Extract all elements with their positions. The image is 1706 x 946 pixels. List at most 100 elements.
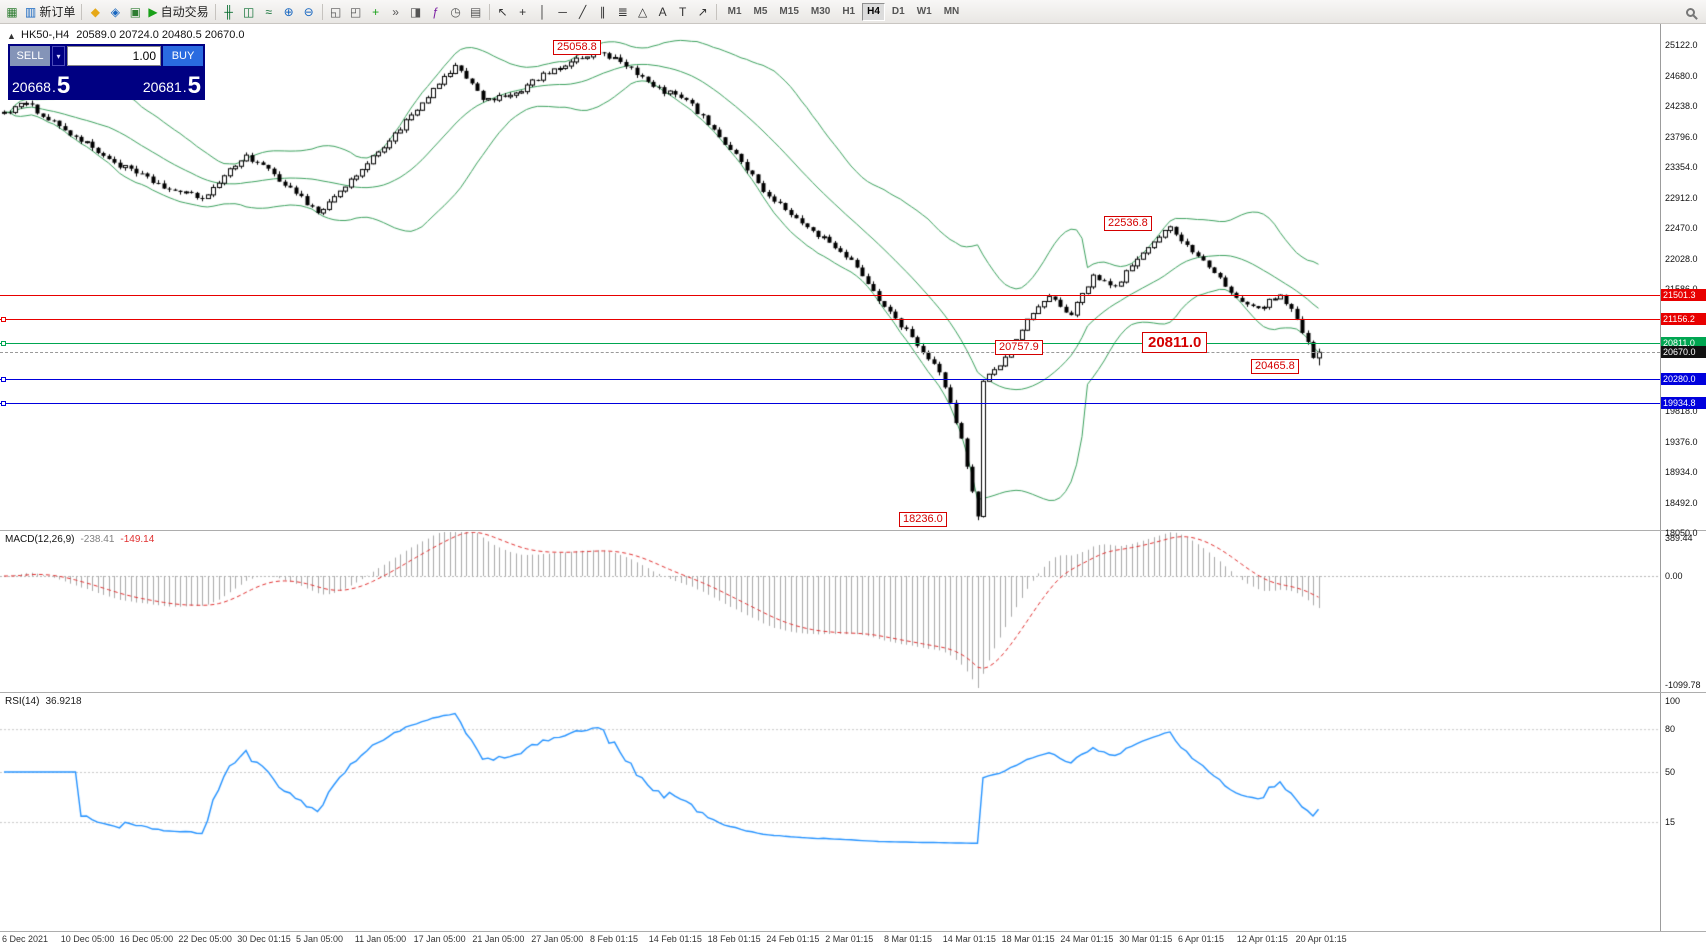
time-axis-label: 8 Mar 01:15 bbox=[884, 934, 933, 944]
horizontal-line-20670[interactable] bbox=[0, 352, 1660, 354]
timeframe-m30-button[interactable]: M30 bbox=[810, 5, 831, 17]
new-order-button[interactable]: ▥ 新订单 bbox=[22, 2, 78, 22]
search-button[interactable] bbox=[1680, 4, 1700, 20]
autotrading-button-label: 自动交易 bbox=[160, 5, 209, 19]
arrow-tool[interactable]: ↗ bbox=[693, 2, 713, 22]
price-label-22536.8[interactable]: 22536.8 bbox=[1104, 216, 1152, 231]
horizontal-line-21156.2[interactable] bbox=[0, 316, 1660, 322]
sell-button[interactable]: SELL bbox=[10, 46, 50, 66]
sell-price-dot: . bbox=[51, 79, 56, 95]
indicators-button[interactable]: ƒ bbox=[426, 2, 446, 22]
timeframe-mn-button[interactable]: MN bbox=[943, 5, 960, 17]
rsi-axis-label: 100 bbox=[1665, 696, 1681, 706]
timeframe-h1-button[interactable]: H1 bbox=[842, 5, 856, 17]
chart-symbol-label: HK50-,H4 bbox=[21, 29, 70, 41]
macd-title-label: MACD(12,26,9) bbox=[5, 534, 75, 545]
text-tool-glyph: A bbox=[658, 4, 667, 19]
zoom-in-button[interactable]: ⊕ bbox=[279, 2, 299, 22]
volume-dropdown-button[interactable]: ▾ bbox=[52, 46, 65, 66]
horizontal-line-21501.3[interactable] bbox=[0, 295, 1660, 296]
price-axis-tag-20280.0: 20280.0 bbox=[1661, 373, 1706, 386]
macd-axis-label: -1099.78 bbox=[1665, 680, 1701, 690]
fibonacci-tool-glyph: ≣ bbox=[617, 4, 628, 19]
candlestick-button[interactable]: ◫ bbox=[239, 2, 259, 22]
chart-shift-button-glyph: ◨ bbox=[409, 4, 422, 19]
time-axis-label: 6 Apr 01:15 bbox=[1178, 934, 1225, 944]
crosshair-tool[interactable]: + bbox=[513, 2, 533, 22]
navigator-icon[interactable]: ◈ bbox=[105, 2, 125, 22]
fibonacci-tool[interactable]: ≣ bbox=[613, 2, 633, 22]
cursor-tool[interactable]: ↖ bbox=[493, 2, 513, 22]
timeframe-m15-button[interactable]: M15 bbox=[779, 5, 799, 17]
line-anchor-marker[interactable] bbox=[1, 401, 6, 407]
auto-scroll-button[interactable]: » bbox=[386, 2, 406, 22]
price-axis-label: 18492.0 bbox=[1665, 497, 1698, 508]
cascade-windows-button[interactable]: ◰ bbox=[346, 2, 366, 22]
channel-tool[interactable]: ∥ bbox=[593, 2, 613, 22]
horizontal-line-20811[interactable] bbox=[0, 340, 1660, 346]
toolbar-group: ◱ ◰ + » ◨ ƒ ◷ ▤ bbox=[326, 2, 486, 22]
chart-window-icon[interactable]: ▦ bbox=[2, 2, 22, 22]
toolbar-separator bbox=[488, 3, 490, 20]
time-axis-label: 5 Jan 05:00 bbox=[296, 934, 344, 944]
buy-price-display[interactable]: 20681 . 5 bbox=[143, 74, 201, 98]
timeframe-m5-button[interactable]: M5 bbox=[753, 5, 768, 17]
volume-input[interactable] bbox=[67, 46, 161, 66]
text-tool[interactable]: A bbox=[653, 2, 673, 22]
label-tool[interactable]: T bbox=[673, 2, 693, 22]
timeframe-d1-button[interactable]: D1 bbox=[891, 5, 905, 17]
rsi-panel-separator[interactable] bbox=[0, 692, 1706, 693]
timeframe-w1-button[interactable]: W1 bbox=[916, 5, 932, 17]
sell-price-pip: 5 bbox=[56, 72, 71, 99]
price-axis-label: 18050.0 bbox=[1665, 528, 1698, 539]
price-label-20465.8[interactable]: 20465.8 bbox=[1251, 359, 1299, 374]
bar-chart-button[interactable]: ╫ bbox=[219, 2, 239, 22]
horizontal-line-19934.8[interactable] bbox=[0, 401, 1660, 407]
market-watch-icon[interactable]: ◆ bbox=[85, 2, 105, 22]
buy-button[interactable]: BUY bbox=[163, 46, 203, 66]
line-chart-button[interactable]: ≈ bbox=[259, 2, 279, 22]
autotrading-button[interactable]: ▶ 自动交易 bbox=[145, 2, 211, 22]
line-anchor-marker[interactable] bbox=[1, 316, 6, 322]
cascade-windows-button-glyph: ◰ bbox=[349, 4, 362, 19]
horizontal-line-tool[interactable]: ─ bbox=[553, 2, 573, 22]
price-label-25058.8[interactable]: 25058.8 bbox=[553, 40, 601, 55]
price-label-20811.0[interactable]: 20811.0 bbox=[1142, 332, 1208, 353]
vertical-line-tool[interactable]: │ bbox=[533, 2, 553, 22]
price-axis-label: 19818.0 bbox=[1665, 406, 1698, 417]
terminal-icon[interactable]: ▣ bbox=[125, 2, 145, 22]
price-label-18236.0[interactable]: 18236.0 bbox=[899, 512, 947, 527]
one-click-trading-widget: SELL ▾ BUY 20668 . 5 20681 . 5 bbox=[8, 44, 205, 100]
time-axis-label: 18 Mar 01:15 bbox=[1001, 934, 1055, 944]
toolbar-group: ↖ + │ ─ ╱ ∥ ≣ △ A T ↗ bbox=[493, 2, 713, 22]
price-axis-tag-21501.3: 21501.3 bbox=[1661, 289, 1706, 301]
price-axis-tag-19934.8: 19934.8 bbox=[1661, 397, 1706, 410]
chart-shift-button[interactable]: ◨ bbox=[406, 2, 426, 22]
zoom-out-button[interactable]: ⊖ bbox=[299, 2, 319, 22]
time-axis-label: 17 Jan 05:00 bbox=[413, 934, 466, 944]
tile-windows-button[interactable]: ◱ bbox=[326, 2, 346, 22]
horizontal-line-20280[interactable] bbox=[0, 377, 1660, 383]
search-icon bbox=[1685, 7, 1695, 17]
periods-button[interactable]: ◷ bbox=[446, 2, 466, 22]
time-axis-separator bbox=[0, 931, 1706, 932]
chart-ohlc-values: 20589.0 20724.0 20480.5 20670.0 bbox=[76, 29, 245, 41]
new-chart-button[interactable]: + bbox=[366, 2, 386, 22]
timeframe-m1-button[interactable]: M1 bbox=[727, 5, 742, 17]
sell-price-display[interactable]: 20668 . 5 bbox=[12, 74, 70, 98]
templates-button[interactable]: ▤ bbox=[466, 2, 486, 22]
time-axis-label: 16 Dec 05:00 bbox=[119, 934, 174, 944]
trendline-tool[interactable]: ╱ bbox=[573, 2, 593, 22]
time-axis-label: 30 Mar 01:15 bbox=[1119, 934, 1173, 944]
price-axis-label: 18934.0 bbox=[1665, 467, 1698, 478]
macd-panel-separator[interactable] bbox=[0, 530, 1706, 531]
price-axis-label: 23796.0 bbox=[1665, 131, 1698, 142]
timeframe-h4-button[interactable]: H4 bbox=[862, 2, 885, 21]
price-label-20757.9[interactable]: 20757.9 bbox=[995, 340, 1043, 355]
line-anchor-marker[interactable] bbox=[1, 377, 6, 383]
trendline-tool-glyph: ╱ bbox=[578, 4, 587, 19]
shapes-tool[interactable]: △ bbox=[633, 2, 653, 22]
auto-scroll-button-glyph: » bbox=[392, 4, 399, 19]
line-anchor-marker[interactable] bbox=[1, 340, 6, 346]
